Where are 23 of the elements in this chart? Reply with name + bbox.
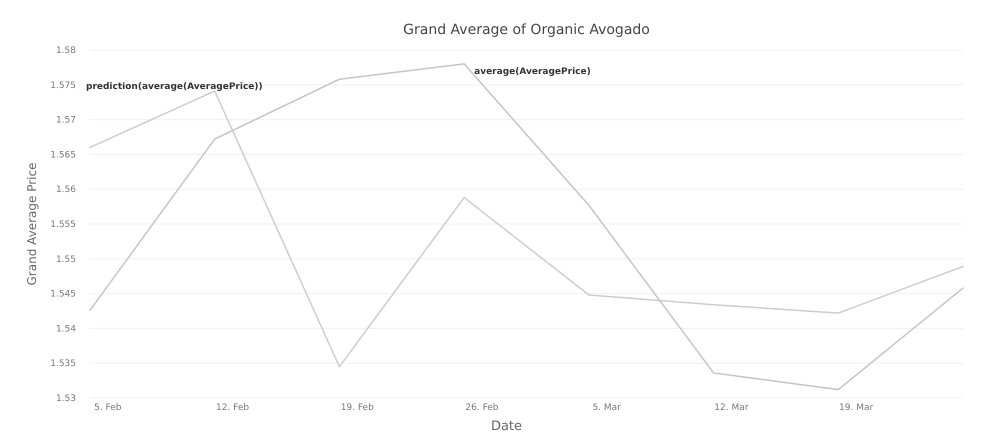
y-tick-label: 1.555 — [50, 220, 76, 230]
x-tick-label: 12. Mar — [714, 403, 749, 413]
y-tick-label: 1.58 — [56, 46, 76, 56]
y-axis-title: Grand Average Price — [25, 162, 39, 286]
y-tick-label: 1.575 — [50, 80, 76, 91]
y-tick-label: 1.565 — [50, 150, 76, 160]
chart-title: Grand Average of Organic Avogado — [403, 22, 650, 38]
x-tick-label: 5. Feb — [94, 403, 122, 413]
x-tick-label: 19. Mar — [839, 403, 874, 413]
x-tick-label: 12. Feb — [216, 403, 250, 413]
y-tick-label: 1.54 — [56, 324, 76, 334]
y-tick-label: 1.535 — [50, 359, 76, 370]
text: prediction(average(AveragePrice)) — [86, 82, 263, 92]
y-tick-label: 1.57 — [56, 116, 76, 126]
y-tick-label: 1.55 — [56, 254, 76, 265]
x-tick-label: 26. Feb — [465, 403, 499, 413]
y-tick-label: 1.53 — [56, 394, 76, 404]
x-tick-label: 5. Mar — [592, 403, 622, 413]
y-tick-label: 1.56 — [56, 185, 76, 196]
series-label: average(AveragePrice) — [474, 66, 591, 77]
x-tick-label: 19. Feb — [340, 403, 374, 413]
x-axis-title: Date — [490, 419, 522, 434]
y-tick-label: 1.545 — [50, 290, 76, 300]
